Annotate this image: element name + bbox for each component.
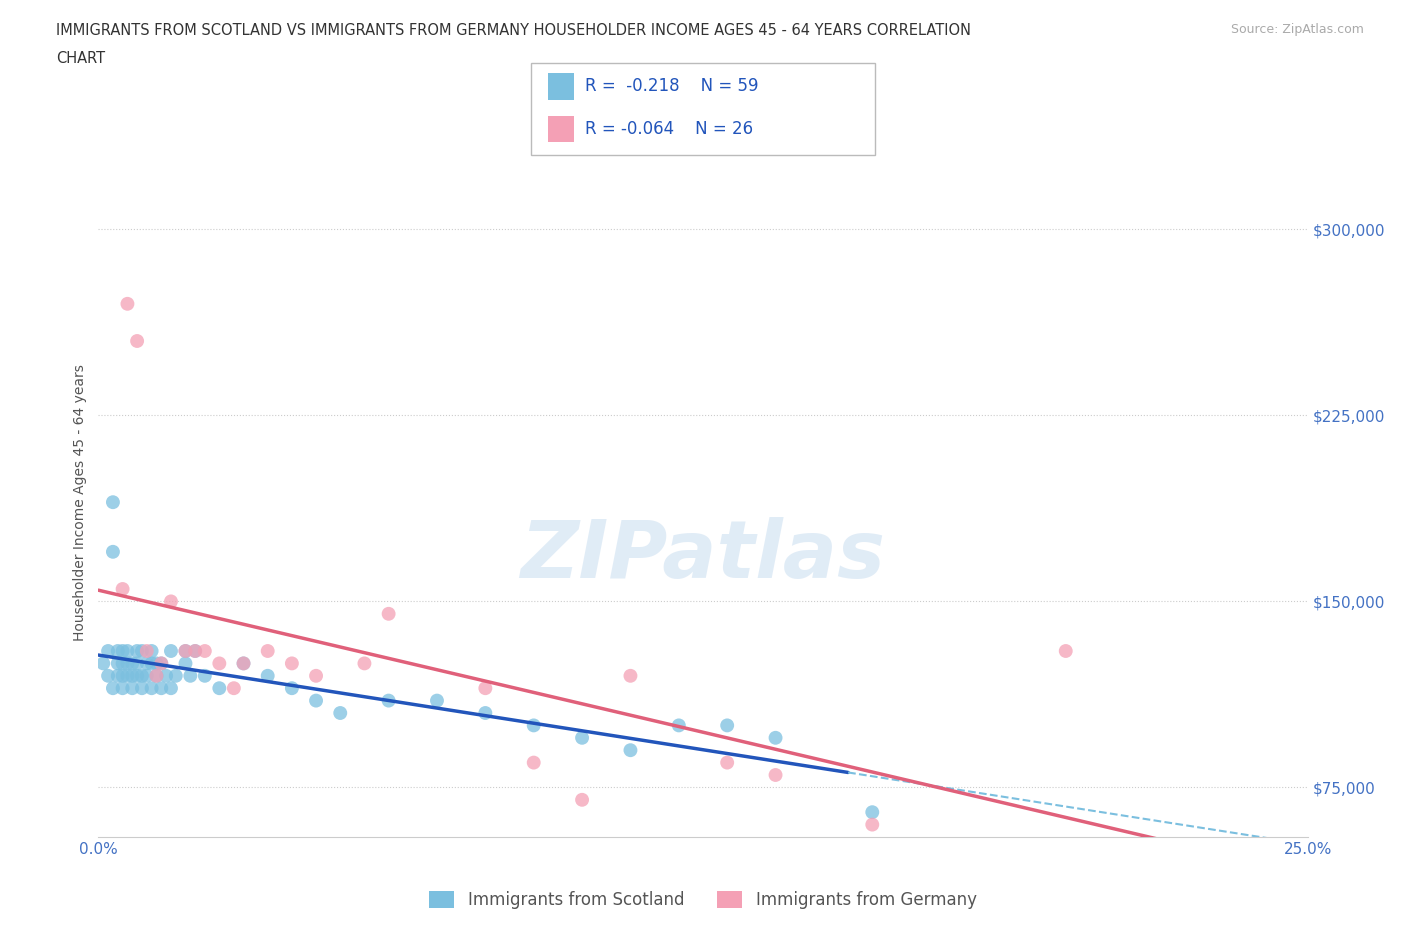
Point — [150, 656, 173, 671]
Point — [765, 730, 787, 745]
Point — [131, 681, 153, 696]
Point — [121, 656, 143, 671]
Point — [107, 656, 129, 671]
Point — [127, 669, 149, 684]
Point — [160, 681, 183, 696]
Point — [127, 334, 149, 349]
Point — [329, 706, 352, 721]
Point — [174, 644, 197, 658]
Point — [121, 669, 143, 684]
Point — [860, 817, 883, 832]
Point — [111, 656, 134, 671]
Point — [145, 656, 167, 671]
Point — [174, 656, 197, 671]
Point — [523, 718, 546, 733]
Point — [523, 755, 546, 770]
Point — [97, 669, 120, 684]
Point — [208, 681, 231, 696]
Point — [145, 669, 167, 684]
Point — [141, 681, 163, 696]
Point — [101, 544, 124, 559]
Text: IMMIGRANTS FROM SCOTLAND VS IMMIGRANTS FROM GERMANY HOUSEHOLDER INCOME AGES 45 -: IMMIGRANTS FROM SCOTLAND VS IMMIGRANTS F… — [56, 23, 972, 38]
Point — [160, 594, 183, 609]
Point — [208, 656, 231, 671]
Point — [141, 644, 163, 658]
Text: ZIPatlas: ZIPatlas — [520, 517, 886, 595]
Point — [426, 693, 449, 708]
Point — [135, 656, 157, 671]
Point — [377, 693, 399, 708]
Point — [117, 669, 139, 684]
Point — [117, 656, 139, 671]
Point — [117, 644, 139, 658]
Point — [474, 681, 496, 696]
Point — [141, 656, 163, 671]
Point — [101, 495, 124, 510]
Point — [150, 656, 173, 671]
Point — [184, 644, 207, 658]
Point — [179, 669, 201, 684]
Point — [135, 644, 157, 658]
Legend: Immigrants from Scotland, Immigrants from Germany: Immigrants from Scotland, Immigrants fro… — [423, 884, 983, 916]
Point — [619, 669, 641, 684]
Point — [145, 669, 167, 684]
Point — [668, 718, 690, 733]
Point — [619, 743, 641, 758]
Text: CHART: CHART — [56, 51, 105, 66]
Point — [131, 669, 153, 684]
Point — [107, 644, 129, 658]
Point — [150, 681, 173, 696]
Point — [127, 644, 149, 658]
Point — [256, 644, 278, 658]
Point — [353, 656, 375, 671]
Point — [127, 656, 149, 671]
Point — [111, 581, 134, 596]
Point — [165, 669, 187, 684]
Point — [174, 644, 197, 658]
Point — [111, 644, 134, 658]
Point — [184, 644, 207, 658]
Text: R =  -0.218    N = 59: R = -0.218 N = 59 — [585, 77, 758, 96]
Point — [160, 644, 183, 658]
Point — [97, 644, 120, 658]
Point — [377, 606, 399, 621]
Point — [131, 644, 153, 658]
Point — [765, 767, 787, 782]
Point — [281, 681, 304, 696]
Point — [135, 669, 157, 684]
Y-axis label: Householder Income Ages 45 - 64 years: Householder Income Ages 45 - 64 years — [73, 364, 87, 641]
Point — [571, 792, 593, 807]
Point — [1054, 644, 1077, 658]
Point — [101, 681, 124, 696]
Point — [111, 669, 134, 684]
Point — [716, 755, 738, 770]
Point — [232, 656, 254, 671]
Point — [474, 706, 496, 721]
Point — [155, 669, 177, 684]
Point — [194, 669, 217, 684]
Point — [281, 656, 304, 671]
Point — [222, 681, 245, 696]
Point — [571, 730, 593, 745]
Text: Source: ZipAtlas.com: Source: ZipAtlas.com — [1230, 23, 1364, 36]
Point — [117, 297, 139, 312]
Text: R = -0.064    N = 26: R = -0.064 N = 26 — [585, 120, 754, 139]
Point — [232, 656, 254, 671]
Point — [121, 681, 143, 696]
Point — [194, 644, 217, 658]
Point — [107, 669, 129, 684]
Point — [716, 718, 738, 733]
Point — [256, 669, 278, 684]
Point — [860, 804, 883, 819]
Point — [91, 656, 114, 671]
Point — [305, 693, 328, 708]
Point — [305, 669, 328, 684]
Point — [111, 681, 134, 696]
